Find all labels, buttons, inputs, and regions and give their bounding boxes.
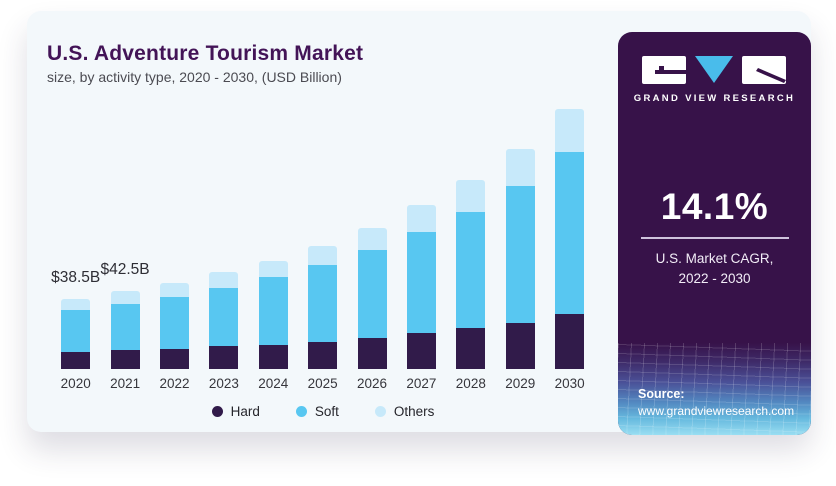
segment-soft-2022 <box>159 296 189 349</box>
x-tick-2027: 2027 <box>406 376 437 391</box>
segment-soft-2025 <box>308 264 338 342</box>
chart-title: U.S. Adventure Tourism Market <box>47 42 364 65</box>
bar-column-2025: 2025 <box>298 246 347 391</box>
stacked-bar-2026 <box>357 228 387 369</box>
segment-soft-2027 <box>406 231 436 334</box>
stacked-bar-2027 <box>406 205 436 369</box>
segment-hard-2028 <box>456 327 486 369</box>
segment-soft-2028 <box>456 211 486 328</box>
bar-column-2028: 2028 <box>446 179 495 391</box>
segment-others-2022 <box>159 283 189 297</box>
brand-panel: GRAND VIEW RESEARCH 14.1% U.S. Market CA… <box>618 32 811 435</box>
stacked-bar-2021 <box>110 291 140 369</box>
segment-others-2024 <box>258 261 288 277</box>
segment-soft-2026 <box>357 250 387 338</box>
segment-hard-2026 <box>357 337 387 369</box>
legend-dot-icon <box>295 406 307 417</box>
segment-others-2030 <box>555 109 585 153</box>
segment-hard-2027 <box>406 333 436 369</box>
segment-hard-2029 <box>505 323 535 369</box>
value-label-2020: $38.5B <box>51 268 101 286</box>
value-label-2021: $42.5B <box>100 261 150 279</box>
x-tick-2023: 2023 <box>208 376 239 391</box>
segment-hard-2030 <box>555 314 585 369</box>
stacked-bar-2020 <box>61 298 91 369</box>
segment-hard-2025 <box>308 341 338 369</box>
legend-dot-icon <box>374 406 386 417</box>
bar-column-2026: 2026 <box>347 228 396 391</box>
x-tick-2024: 2024 <box>258 376 289 391</box>
chart-subtitle: size, by activity type, 2020 - 2030, (US… <box>47 69 342 85</box>
bar-column-2021: $42.5B 2021 <box>100 261 150 391</box>
x-tick-2029: 2029 <box>505 376 536 391</box>
x-tick-2020: 2020 <box>60 376 91 391</box>
segment-soft-2021 <box>110 304 140 350</box>
bar-column-2030: 2030 <box>545 109 594 391</box>
segment-others-2029 <box>505 149 535 186</box>
x-tick-2025: 2025 <box>307 376 338 391</box>
legend-label: Others <box>393 404 435 419</box>
source-label: Source: <box>638 387 685 401</box>
legend-label: Soft <box>314 404 339 419</box>
segment-others-2023 <box>209 272 239 288</box>
segment-others-2026 <box>357 228 387 251</box>
gvr-logo: GRAND VIEW RESEARCH <box>618 55 811 104</box>
gvr-logo-icon <box>641 56 786 84</box>
logo-wordmark: GRAND VIEW RESEARCH <box>633 93 796 104</box>
segment-soft-2020 <box>61 310 91 352</box>
bar-column-2023: 2023 <box>199 272 248 391</box>
stacked-bar-2030 <box>555 109 585 369</box>
cagr-block: 14.1% U.S. Market CAGR, 2022 - 2030 <box>618 186 811 288</box>
segment-hard-2022 <box>159 348 189 369</box>
segment-others-2027 <box>406 205 436 232</box>
segment-soft-2023 <box>209 287 239 347</box>
segment-soft-2024 <box>258 276 288 346</box>
infographic-card: U.S. Adventure Tourism Market size, by a… <box>27 11 811 435</box>
bar-column-2027: 2027 <box>397 205 446 391</box>
segment-others-2021 <box>110 291 140 305</box>
bar-column-2029: 2029 <box>496 149 545 391</box>
cagr-label-line1: U.S. Market CAGR, <box>655 251 774 266</box>
cagr-value: 14.1% <box>660 186 769 227</box>
bar-column-2024: 2024 <box>249 261 298 391</box>
chart-legend: Hard Soft Others <box>51 404 595 419</box>
segment-others-2025 <box>308 246 338 265</box>
legend-label: Hard <box>230 404 260 419</box>
bar-column-2020: $38.5B 2020 <box>51 269 100 391</box>
segment-hard-2023 <box>209 346 239 369</box>
mesh-gradient-decoration <box>618 343 811 435</box>
segment-others-2028 <box>456 179 486 212</box>
cagr-label-line2: 2022 - 2030 <box>678 270 751 286</box>
stacked-bar-2028 <box>456 179 486 369</box>
source-url-link[interactable]: www.grandviewresearch.com <box>638 404 795 418</box>
legend-dot-icon <box>211 406 223 417</box>
legend-item-others: Others <box>374 404 435 419</box>
cagr-divider <box>640 237 789 239</box>
segment-hard-2020 <box>61 351 91 369</box>
x-tick-2021: 2021 <box>110 376 141 391</box>
source-block: Source: www.grandviewresearch.com <box>638 387 794 418</box>
legend-item-hard: Hard <box>211 404 260 419</box>
x-tick-2028: 2028 <box>455 376 486 391</box>
stacked-bar-2025 <box>308 246 338 369</box>
logo-triangle-icon <box>694 56 733 83</box>
x-tick-2026: 2026 <box>357 376 388 391</box>
stacked-bar-2023 <box>209 272 239 369</box>
legend-item-soft: Soft <box>295 404 339 419</box>
segment-soft-2030 <box>555 152 585 315</box>
stacked-bar-2029 <box>505 149 535 369</box>
segment-hard-2024 <box>258 345 288 369</box>
segment-soft-2029 <box>505 186 535 324</box>
segment-hard-2021 <box>110 349 140 369</box>
stacked-bar-2024 <box>258 261 288 369</box>
cagr-label: U.S. Market CAGR, 2022 - 2030 <box>618 249 811 288</box>
x-tick-2022: 2022 <box>159 376 190 391</box>
plot: $38.5B 2020 $42.5B 2021 2022 2023 2024 2025 2026… <box>51 109 595 391</box>
x-tick-2030: 2030 <box>554 376 585 391</box>
segment-others-2020 <box>61 298 91 311</box>
stacked-bar-2022 <box>159 283 189 369</box>
bar-column-2022: 2022 <box>150 283 199 391</box>
